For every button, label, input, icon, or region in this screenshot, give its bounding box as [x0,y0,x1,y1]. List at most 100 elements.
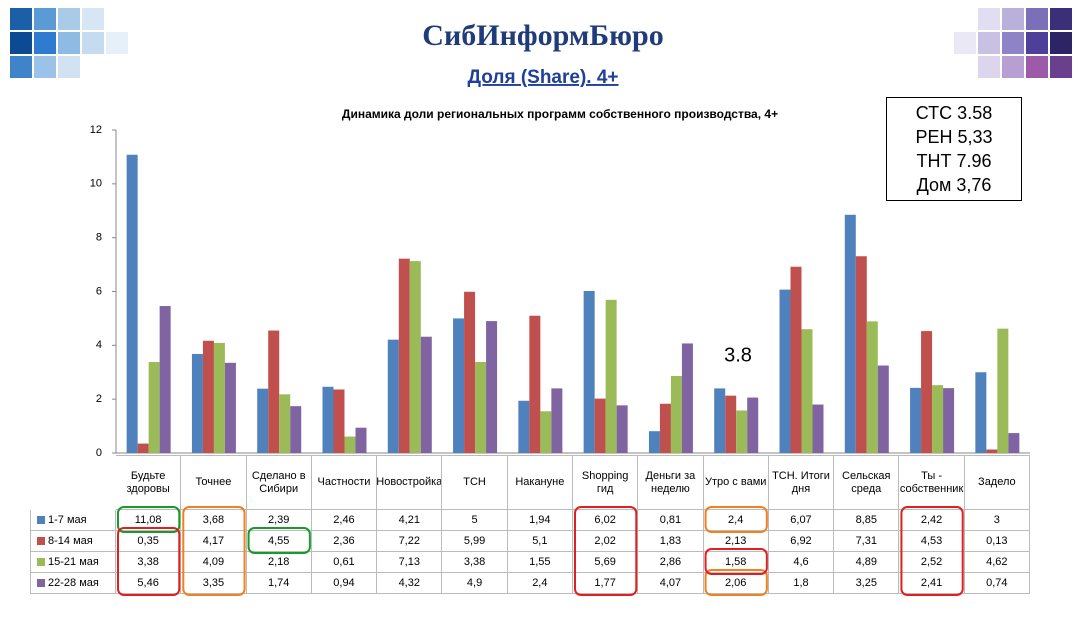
category-label: Деньги за неделю [638,455,704,510]
bar [855,256,867,453]
bar [790,266,802,453]
data-label: 3,68 [181,510,247,531]
data-label: 2,4 [507,573,573,594]
bar [137,443,149,453]
legend-label: 22-28 мая [48,576,99,589]
bar [420,336,432,453]
data-label: 0,13 [964,531,1030,552]
bar [126,154,138,453]
data-label: 1,58 [703,552,769,573]
note-line: РЕН 5,33 [915,127,993,147]
data-label: 0,35 [116,531,182,552]
y-tick-label: 8 [96,232,102,244]
bar [322,386,334,453]
bar [910,387,922,453]
data-label: 1,8 [768,573,835,594]
category-label: Задело [964,455,1030,510]
y-tick-label: 4 [96,339,102,351]
data-label: 2,06 [703,573,769,594]
data-label: 1,94 [507,510,573,531]
bar [616,405,628,453]
data-label: 0,74 [964,573,1030,594]
data-label: 2,4 [703,510,769,531]
data-label: 3,38 [442,552,508,573]
data-label: 4,62 [964,552,1030,573]
data-label: 0,61 [311,552,378,573]
legend-swatch [37,537,45,545]
bar [736,410,748,453]
category-label: Ты - собственник [899,455,965,510]
y-tick-label: 12 [90,124,102,136]
data-label: 2,46 [311,510,378,531]
bar [670,376,682,453]
bar [475,362,487,453]
bar [344,436,356,453]
y-tick-label: 0 [96,447,102,459]
category-label: Утро с вами [703,455,769,510]
y-tick-label: 6 [96,285,102,297]
data-label: 1,83 [638,531,704,552]
data-label: 3,38 [116,552,182,573]
bar [714,388,726,453]
legend-label: 1-7 мая [48,513,87,526]
data-label: 6,07 [768,510,835,531]
bar [540,411,552,453]
note-box: СТС 3.58 РЕН 5,33 ТНТ 7.96 Дом 3,76 [886,97,1022,201]
bar [681,343,693,453]
bar [202,340,214,453]
legend-label: 8-14 мая [48,534,93,547]
note-line: Дом 3,76 [916,175,992,195]
bar [529,315,541,453]
data-label: 11,08 [116,510,182,531]
category-label: Новостройка [377,455,443,510]
bar [257,388,269,453]
bar [453,318,465,453]
bar [387,339,399,453]
bar [779,289,791,453]
data-label: 5,1 [507,531,573,552]
data-label: 5 [442,510,508,531]
bar [801,329,813,453]
legend-entry: 8-14 мая [30,531,116,552]
data-label: 5,99 [442,531,508,552]
data-label: 4,89 [834,552,900,573]
data-label: 1,55 [507,552,573,573]
bar [975,372,987,453]
data-label: 2,18 [246,552,312,573]
category-label: Сделано в Сибири [246,455,312,510]
data-label: 4,09 [181,552,247,573]
data-label: 3,35 [181,573,247,594]
bar [747,397,759,453]
data-label: 5,46 [116,573,182,594]
legend-entry: 1-7 мая [30,510,116,531]
bar [268,330,280,453]
bar [1008,433,1020,453]
bar [159,306,171,453]
data-label: 2,36 [311,531,378,552]
category-label: Точнее [181,455,247,510]
bar [877,365,889,453]
data-label: 4,6 [768,552,835,573]
legend-swatch [37,558,45,566]
bar [659,403,671,453]
data-label: 4,21 [377,510,443,531]
bar [844,214,856,453]
bar [191,353,203,453]
bar [997,328,1009,453]
note-line: ТНТ 7.96 [916,151,992,171]
data-label: 4,17 [181,531,247,552]
data-label: 2,41 [899,573,965,594]
data-label: 4,07 [638,573,704,594]
note-line: СТС 3.58 [915,103,993,123]
bar [943,388,955,453]
data-label: 6,92 [768,531,835,552]
annotation: 3.8 [724,344,752,366]
data-label: 0,81 [638,510,704,531]
y-tick-label: 10 [90,178,102,190]
data-label: 2,02 [573,531,639,552]
data-label: 5,69 [573,552,639,573]
category-label: Будьте здоровы [116,455,182,510]
data-label: 4,32 [377,573,443,594]
